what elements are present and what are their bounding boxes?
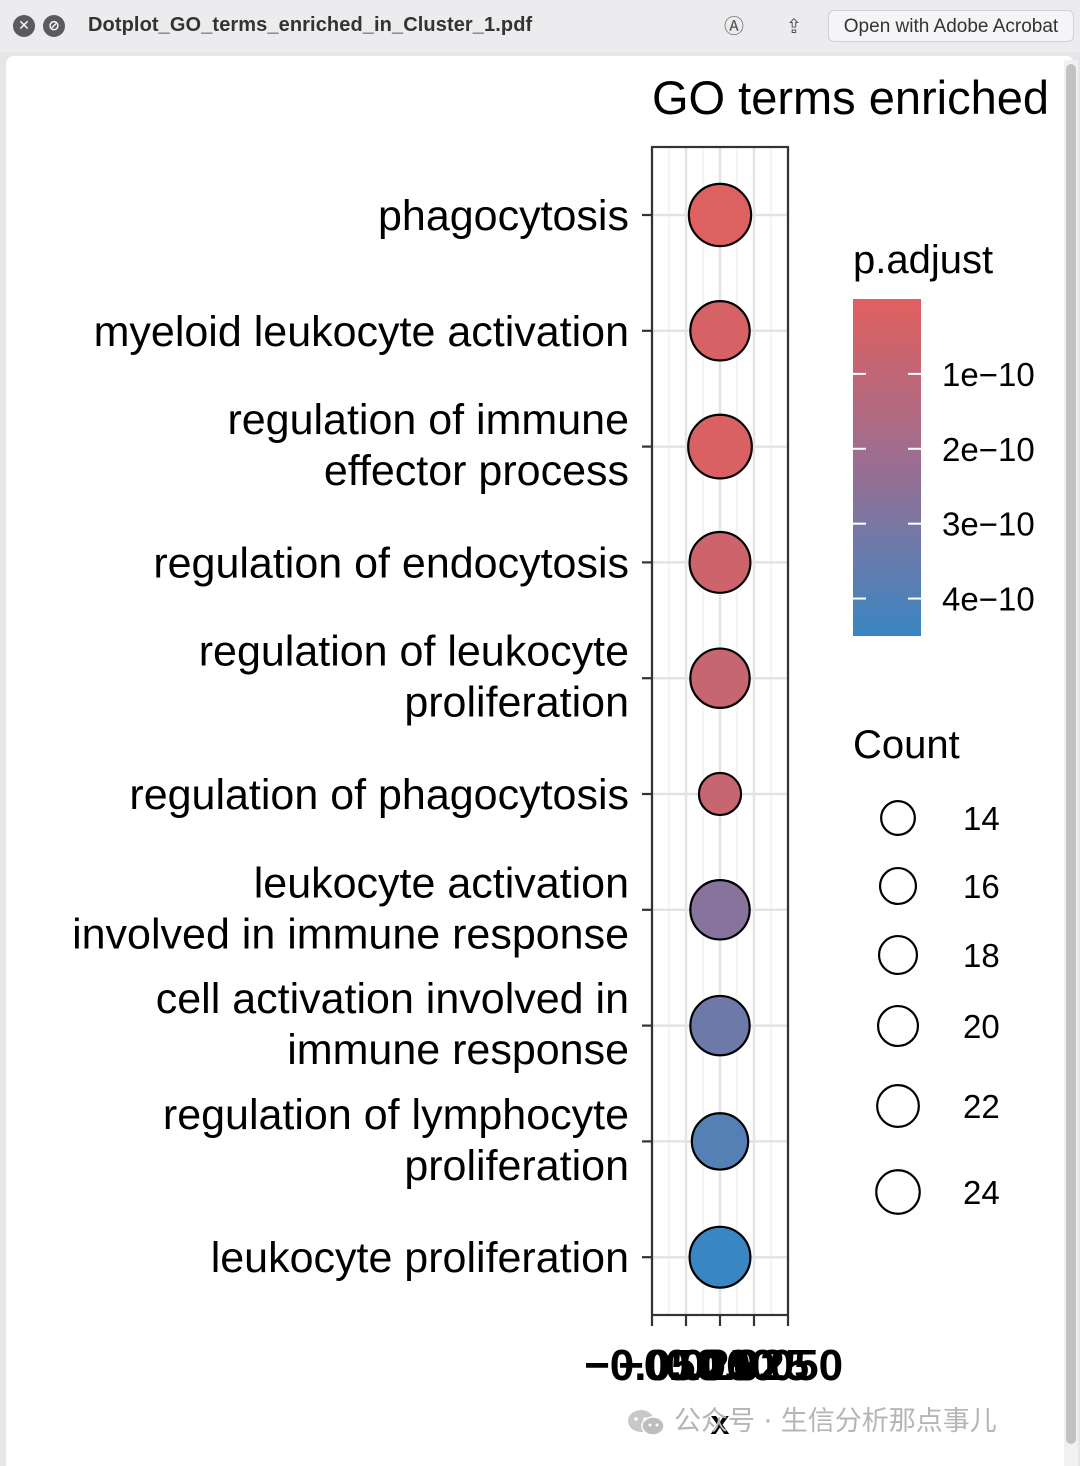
y-tick-label: leukocyte activation involved in immune r… [72,859,629,958]
data-point [697,771,743,817]
data-points [687,182,753,1289]
x-axis-label: x [711,1404,730,1442]
data-point [690,1112,750,1171]
pdf-page: GO terms enriched phagocytosis myeloid le… [6,56,1074,1466]
data-point [689,994,751,1057]
size-legend-label: 22 [963,1088,1000,1125]
minimize-window-button[interactable]: ⊘ [43,15,65,37]
title-bar: ✕ ⊘ Dotplot_GO_terms_enriched_in_Cluster… [0,0,1080,52]
size-legend-title: Count [853,723,960,767]
open-with-acrobat-button[interactable]: Open with Adobe Acrobat [828,10,1074,42]
size-legend-key [877,934,919,976]
size-legend-key [878,866,918,906]
size-legend-key [875,1169,921,1215]
data-point [687,413,753,480]
x-tick-label: 0.025 [699,1341,809,1390]
color-legend-label: 1e−10 [942,356,1035,393]
color-legend-label: 3e−10 [942,506,1035,543]
y-tick-label: regulation of lymphocyte proliferation [163,1091,629,1190]
y-tick-label: regulation of leukocyte proliferation [199,628,629,727]
data-point [689,300,751,362]
size-legend-label: 18 [963,937,1000,974]
data-point [687,182,753,248]
size-legend-label: 14 [963,800,1000,837]
share-icon[interactable]: ⇪ [785,14,803,38]
y-tick-label: cell activation involved in immune respon… [156,975,629,1074]
document-filename: Dotplot_GO_terms_enriched_in_Cluster_1.p… [88,14,533,36]
y-tick-label: regulation of endocytosis [153,539,629,587]
x-tick-label: 0.050 [733,1341,843,1390]
wechat-icon [628,1409,665,1436]
y-axis: phagocytosis myeloid leukocyte activation… [72,192,652,1282]
size-legend-label: 20 [963,1008,1000,1045]
y-tick-label: myeloid leukocyte activation [94,308,629,356]
close-window-button[interactable]: ✕ [13,15,35,37]
y-tick-label: phagocytosis [378,192,629,240]
color-bar [853,299,921,636]
size-legend-key [876,1084,920,1128]
data-point [688,530,752,594]
markup-icon[interactable]: Ⓐ [724,14,744,38]
x-tick-label: −0.050 [584,1341,720,1390]
scrollbar-thumb[interactable] [1066,64,1076,1444]
color-legend-label: 4e−10 [942,581,1035,618]
x-tick-label: −0.025 [618,1341,754,1390]
color-legend-title: p.adjust [853,238,993,282]
size-legend-key [880,800,916,836]
plot-title: GO terms enriched [652,71,1049,124]
data-point [689,647,751,709]
watermark: 公众号 · 生信分析那点事儿 [626,1400,997,1444]
size-legend-label: 24 [963,1174,1000,1211]
dotplot-chart: GO terms enriched phagocytosis myeloid le… [72,71,1049,1442]
x-tick-label: 0.000 [665,1341,775,1390]
size-legend-label: 16 [963,868,1000,905]
watermark-text: 公众号 · 生信分析那点事儿 [674,1406,997,1437]
size-legend-key [876,1004,920,1048]
color-legend-label: 2e−10 [942,431,1035,468]
color-legend: p.adjust 1e−10 2e−10 3e−10 4e−10 [853,238,1035,636]
y-tick-label: regulation of immune effector process [227,396,629,495]
data-point [688,1225,752,1289]
y-tick-label: regulation of phagocytosis [129,771,629,819]
y-tick-label: leukocyte proliferation [211,1234,629,1282]
data-point [689,879,751,941]
